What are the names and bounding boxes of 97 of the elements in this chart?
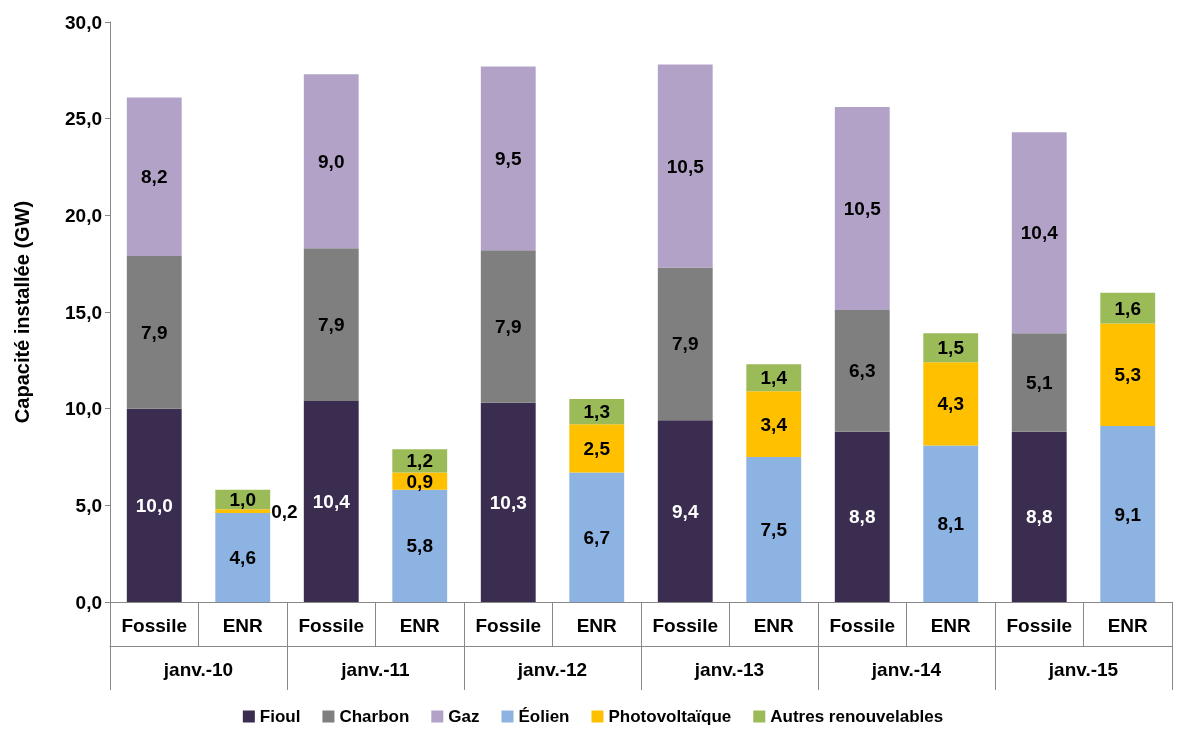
data-label: 8,8 [1026,506,1053,528]
x-tick-label: Fossile [121,615,187,636]
bar [303,248,359,401]
bar [1100,426,1156,602]
x-tick-label: ENR [576,615,618,636]
data-label: 10,5 [666,155,705,177]
bar [303,400,359,602]
legend-label: Charbon [339,707,410,726]
data-label: 6,3 [849,360,876,382]
data-label: 7,9 [318,314,345,336]
legend-label: Éolien [518,707,570,726]
data-label: 9,5 [495,147,522,169]
data-label: 8,2 [141,166,168,188]
data-label: 4,6 [229,547,256,569]
bar [569,472,625,602]
data-label: 9,1 [1114,503,1142,525]
text: janv.-12 [516,659,588,680]
data-label: 7,5 [760,519,788,540]
bar [126,97,182,256]
bar [1011,431,1067,602]
data-label: 5,3 [1114,364,1141,386]
data-label: 1,0 [229,489,256,511]
y-axis-title: Capacité installée (GW) [11,200,33,424]
data-label: 1,5 [937,337,965,359]
y-tick-label: 20,0 [65,204,102,226]
bar [480,250,536,403]
x-tick-label: Fossile [652,615,718,636]
data-label: 10,0 [135,494,173,516]
bar [126,408,182,602]
text: janv.-10 [162,659,234,680]
bar [657,267,713,421]
legend-label: Fioul [259,707,301,726]
data-label: 1,6 [1114,297,1141,319]
legend-label: Autres renouvelables [770,707,944,726]
data-label: 7,9 [672,333,699,355]
data-label: 6,7 [583,526,610,548]
bar [834,431,890,602]
x-tick-label: ENR [930,615,972,636]
bar [923,362,979,446]
text: janv.-14 [870,659,942,680]
data-label: 1,3 [583,401,610,423]
bar [923,445,979,602]
data-label: 8,1 [937,513,965,535]
bar [215,513,271,602]
bar [746,457,802,602]
data-label: 4,3 [937,393,964,415]
text: janv.-11 [340,659,411,680]
bar [1100,323,1156,427]
bar [569,424,625,473]
y-tick-label: 5,0 [75,494,102,516]
bar [480,66,536,251]
data-label: 10,4 [1020,222,1059,244]
data-label: 7,9 [141,321,168,343]
bar [303,74,359,249]
y-tick-label: 15,0 [65,301,102,323]
bar [126,255,182,409]
y-tick-label: 10,0 [65,398,102,420]
bar [1011,333,1067,432]
bar [657,420,713,602]
data-label: 8,8 [849,506,876,528]
legend-label: Photovoltaïque [608,707,732,726]
x-tick-label: ENR [222,615,264,636]
data-label: 3,4 [760,413,788,435]
data-label: 10,4 [312,490,351,512]
data-label: 9,4 [672,500,699,522]
bar [1011,132,1067,334]
data-label: 0,9 [406,470,433,492]
x-tick-label: ENR [753,615,795,636]
x-tick-label: Fossile [298,615,364,636]
bar [480,402,536,602]
data-label: 9,0 [318,150,345,172]
data-label: 5,8 [406,535,433,557]
text: janv.-15 [1047,659,1119,680]
y-tick-label: 0,0 [75,591,102,613]
data-label: 0,2 [271,500,298,522]
x-tick-label: ENR [1107,615,1149,636]
data-label: 10,5 [843,198,882,220]
bar [657,64,713,268]
bar [834,107,890,311]
x-tick-label: Fossile [829,615,895,636]
data-label: 1,4 [760,367,788,389]
bar [834,310,890,432]
bar [746,391,802,457]
bar [215,509,271,514]
x-tick-label: Fossile [475,615,541,636]
y-tick-label: 25,0 [65,108,102,130]
y-tick-label: 30,0 [65,11,102,33]
data-label: 1,2 [406,450,433,472]
text: janv.-13 [693,659,765,680]
data-label: 2,5 [583,437,611,459]
data-label: 7,9 [495,316,522,337]
x-tick-label: ENR [399,615,441,636]
bar [392,489,448,602]
data-label: 5,1 [1026,372,1053,394]
legend-label: Gaz [448,707,480,726]
x-tick-label: Fossile [1006,615,1072,636]
data-label: 10,3 [489,491,527,513]
